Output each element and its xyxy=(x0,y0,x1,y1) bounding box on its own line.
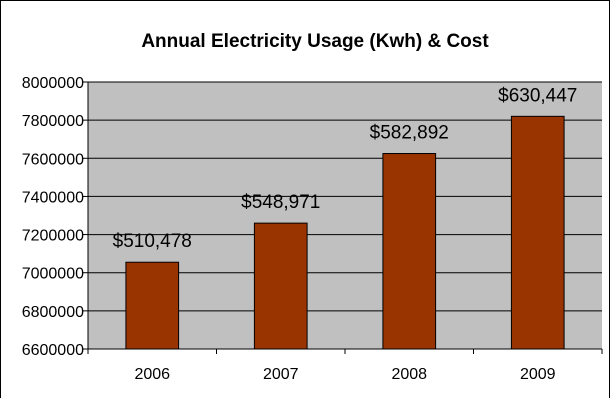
x-tick-label: 2008 xyxy=(391,366,427,383)
bar-2007 xyxy=(253,222,308,350)
chart-title: Annual Electricity Usage (Kwh) & Cost xyxy=(141,31,489,52)
y-tick-label: 6600000 xyxy=(22,342,84,359)
y-tick-label: 6800000 xyxy=(22,304,84,321)
data-label: $630,447 xyxy=(498,85,577,106)
axes xyxy=(83,81,603,354)
data-label: $548,971 xyxy=(241,192,320,213)
bar-2006 xyxy=(125,261,180,350)
y-tick-label: 7600000 xyxy=(22,151,84,168)
y-tick-label: 8000000 xyxy=(22,75,84,92)
x-tick-labels: 2006 2007 2008 2009 xyxy=(134,366,555,383)
data-label: $510,478 xyxy=(113,231,192,252)
y-tick-labels: 6600000 6800000 7000000 7200000 7400000 76000… xyxy=(22,75,84,359)
data-label: $582,892 xyxy=(370,123,449,144)
y-tick-label: 7200000 xyxy=(22,228,84,245)
x-tick-label: 2009 xyxy=(520,366,556,383)
y-tick-label: 7400000 xyxy=(22,189,84,206)
bar-2008 xyxy=(382,153,437,350)
x-tick-label: 2006 xyxy=(134,366,170,383)
bars xyxy=(125,115,565,350)
data-labels: $510,478 $548,971 $582,892 $630,447 xyxy=(113,85,578,252)
x-tick-label: 2007 xyxy=(263,366,299,383)
y-tick-label: 7000000 xyxy=(22,266,84,283)
bar-2009 xyxy=(510,115,565,350)
y-tick-label: 7800000 xyxy=(22,113,84,130)
